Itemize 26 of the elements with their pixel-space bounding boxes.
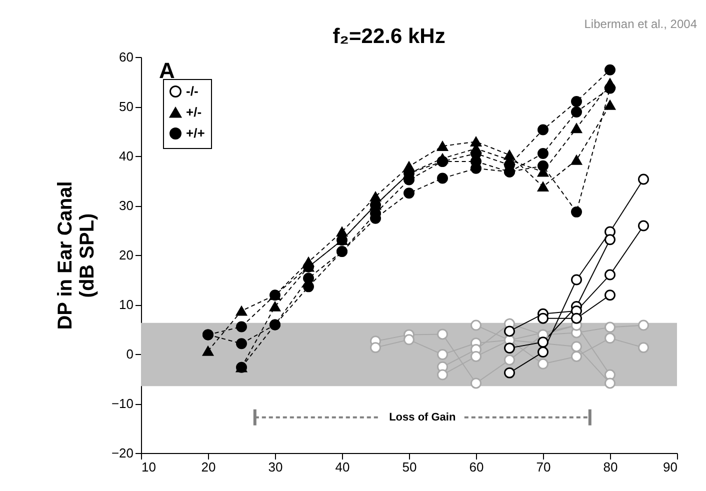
legend-label: +/+ <box>186 126 206 140</box>
y-tick-label: −20 <box>111 446 134 460</box>
x-tick-label: 40 <box>335 460 350 474</box>
y-tick-label: 30 <box>119 198 134 213</box>
x-tick-label: 90 <box>663 460 678 474</box>
y-tick-label: 50 <box>119 99 134 114</box>
y-tick-label: 10 <box>119 297 134 312</box>
y-tick-label: 60 <box>119 50 134 64</box>
y-axis-title: DP in Ear Canal (dB SPL) <box>54 181 98 330</box>
x-tick-label: 80 <box>603 460 618 474</box>
x-tick-label: 10 <box>142 460 156 474</box>
text: Liberman et al., 2004 <box>584 17 698 31</box>
x-tick-label: 30 <box>268 460 283 474</box>
chart-title: f₂=22.6 kHz <box>332 25 446 48</box>
y-tick-label: 40 <box>119 148 134 164</box>
x-tick-label: 70 <box>536 460 551 474</box>
y-tick-label: 20 <box>119 248 134 262</box>
y-tick-label: 0 <box>126 346 134 362</box>
legend-label: +/- <box>186 104 202 120</box>
legend-label: -/- <box>186 84 198 98</box>
x-tick-label: 50 <box>402 460 417 474</box>
x-tick-label: 60 <box>469 460 484 474</box>
annotation: Loss of Gain <box>389 411 456 424</box>
y-tick-label: −10 <box>111 396 134 411</box>
x-tick-label: 20 <box>201 460 216 474</box>
annotation: A <box>159 58 175 83</box>
